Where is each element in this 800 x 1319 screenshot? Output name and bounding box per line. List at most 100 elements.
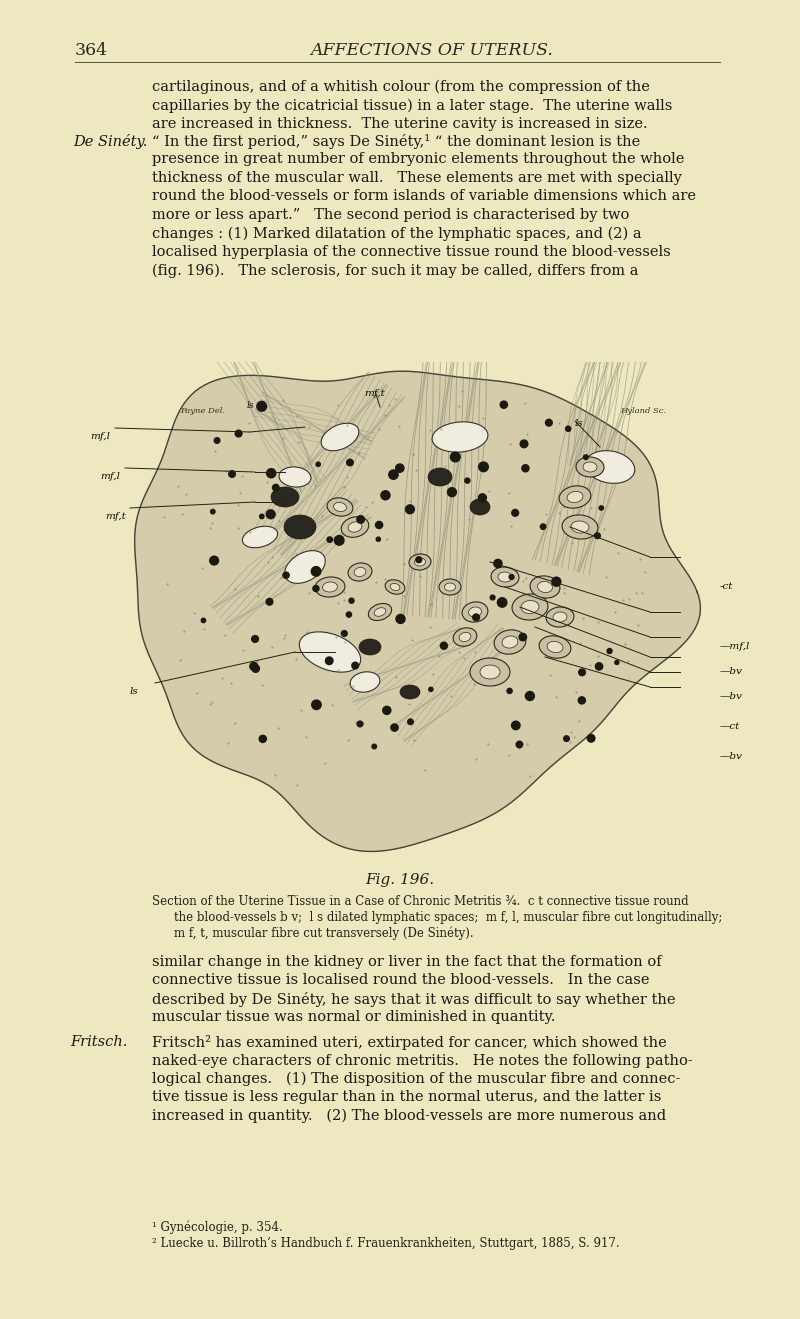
Circle shape [540,524,546,529]
Circle shape [583,455,588,459]
Circle shape [235,430,242,437]
Circle shape [311,567,321,576]
Text: ls: ls [575,419,584,427]
Text: Fritsch² has examined uteri, extirpated for cancer, which showed the: Fritsch² has examined uteri, extirpated … [152,1035,666,1050]
Text: capillaries by the cicatricial tissue) in a later stage.  The uterine walls: capillaries by the cicatricial tissue) i… [152,99,672,113]
Circle shape [252,636,258,642]
Ellipse shape [546,607,574,627]
Circle shape [516,741,522,748]
Circle shape [375,521,382,529]
Circle shape [595,662,602,670]
Circle shape [465,477,470,483]
Ellipse shape [400,685,420,699]
Ellipse shape [539,636,571,658]
Circle shape [450,452,460,462]
Ellipse shape [553,612,567,623]
Ellipse shape [390,583,400,591]
Ellipse shape [562,514,598,539]
Ellipse shape [470,658,510,686]
Text: mf,t: mf,t [365,389,386,398]
Ellipse shape [445,583,455,591]
Ellipse shape [359,638,381,656]
Ellipse shape [470,499,490,514]
Text: increased in quantity.   (2) The blood-vessels are more numerous and: increased in quantity. (2) The blood-ves… [152,1109,666,1124]
Circle shape [266,599,273,605]
Circle shape [509,575,514,579]
Circle shape [357,516,365,524]
Ellipse shape [348,563,372,582]
Text: Fig. 196.: Fig. 196. [366,873,434,886]
Ellipse shape [498,572,512,582]
Text: AFFECTIONS OF UTERUS.: AFFECTIONS OF UTERUS. [310,42,553,59]
Ellipse shape [459,632,471,641]
Circle shape [376,537,381,541]
Ellipse shape [279,467,311,487]
Ellipse shape [271,487,299,506]
Text: De Sinéty.: De Sinéty. [73,135,147,149]
Circle shape [564,736,570,741]
Circle shape [478,493,486,501]
Circle shape [273,484,279,491]
Text: Fritsch.: Fritsch. [70,1035,127,1049]
Circle shape [500,401,507,409]
Text: naked-eye characters of chronic metritis.   He notes the following patho-: naked-eye characters of chronic metritis… [152,1054,693,1067]
Circle shape [327,537,333,542]
Ellipse shape [494,630,526,654]
Text: mf,l: mf,l [100,472,120,481]
Text: similar change in the kidney or liver in the fact that the formation of: similar change in the kidney or liver in… [152,955,662,969]
Text: round the blood-vessels or form islands of variable dimensions which are: round the blood-vessels or form islands … [152,190,696,203]
Circle shape [266,510,275,518]
Circle shape [210,509,215,514]
Ellipse shape [521,600,539,613]
Ellipse shape [586,451,634,483]
Circle shape [334,536,344,545]
Circle shape [520,441,528,447]
Ellipse shape [583,462,597,472]
Circle shape [283,572,289,578]
Text: ² Luecke u. Billroth’s Handbuch f. Frauenkrankheiten, Stuttgart, 1885, S. 917.: ² Luecke u. Billroth’s Handbuch f. Fraue… [152,1237,620,1250]
Ellipse shape [559,485,591,508]
Circle shape [346,612,351,617]
Circle shape [252,665,259,673]
Text: m f, t, muscular fibre cut transversely (De Sinéty).: m f, t, muscular fibre cut transversely … [174,926,474,939]
Ellipse shape [502,636,518,648]
Text: -ct: -ct [720,582,734,591]
Ellipse shape [409,554,431,570]
Ellipse shape [462,601,488,623]
Circle shape [522,464,529,472]
Circle shape [566,426,571,431]
Circle shape [447,488,457,497]
Circle shape [326,657,333,665]
Circle shape [389,470,398,479]
Ellipse shape [469,607,482,617]
Circle shape [406,505,414,513]
Text: are increased in thickness.  The uterine cavity is increased in size.: are increased in thickness. The uterine … [152,117,648,131]
Circle shape [396,464,404,472]
Circle shape [202,619,206,623]
Ellipse shape [432,422,488,452]
Circle shape [498,598,507,607]
Ellipse shape [439,579,461,595]
Circle shape [429,687,433,691]
Ellipse shape [385,580,405,595]
Text: Payne Del.: Payne Del. [180,408,225,415]
Circle shape [511,721,520,729]
Ellipse shape [547,641,563,653]
Circle shape [599,505,603,510]
Ellipse shape [321,423,359,451]
Ellipse shape [576,456,604,477]
Ellipse shape [414,558,426,566]
Text: —bv: —bv [720,752,743,761]
Circle shape [391,724,398,731]
Ellipse shape [322,582,338,592]
Text: —ct: —ct [720,721,740,731]
Circle shape [257,401,266,412]
Ellipse shape [348,522,362,532]
Text: Hyland Sc.: Hyland Sc. [620,408,666,415]
Text: 364: 364 [75,42,108,59]
Text: localised hyperplasia of the connective tissue round the blood-vessels: localised hyperplasia of the connective … [152,245,670,259]
Circle shape [473,615,479,621]
Circle shape [396,615,405,624]
Circle shape [372,744,377,749]
Circle shape [507,689,512,694]
